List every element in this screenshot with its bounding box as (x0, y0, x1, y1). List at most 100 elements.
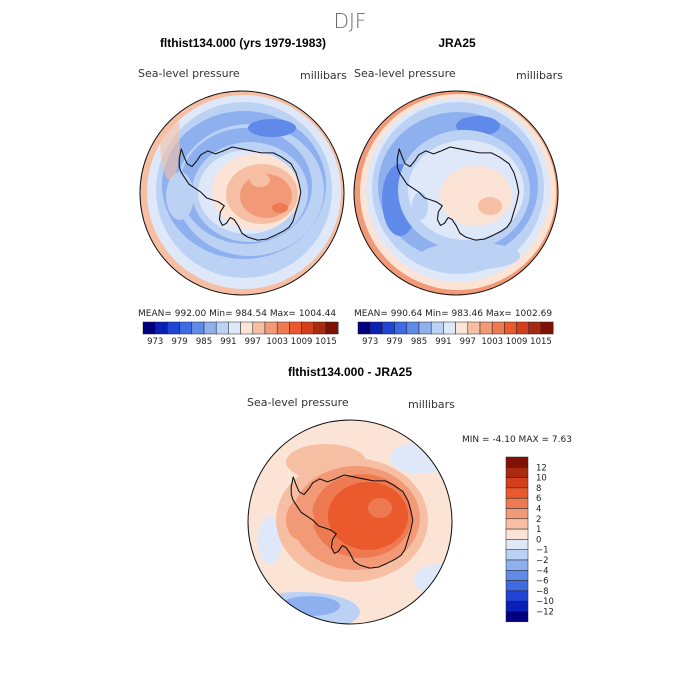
colorbar-difference-tick-label: −1 (536, 546, 549, 556)
colorbar-difference-tick-label: 10 (536, 474, 547, 484)
map-flthist-title: flthist134.000 (yrs 1979-1983) (160, 36, 326, 50)
colorbar-difference-tick-label: 0 (536, 535, 541, 545)
map-jra25-title: JRA25 (438, 36, 476, 50)
colorbar-difference-tick-label: −10 (536, 597, 554, 607)
colorbar-jra25-tick-label: 1003 (481, 337, 503, 347)
map-flthist: flthist134.000 (yrs 1979-1983) Sea-level… (138, 36, 347, 347)
colorbar-flthist-swatch (142, 321, 156, 335)
colorbar-difference-swatch (505, 590, 529, 602)
colorbar-flthist-swatch (289, 321, 302, 335)
colorbar-jra25-tick-label: 985 (411, 337, 427, 347)
colorbar-jra25-swatch (479, 321, 493, 335)
map-jra25-field (354, 91, 558, 295)
colorbar-jra25-swatch (418, 321, 432, 335)
colorbar-flthist-swatch (313, 321, 327, 335)
colorbar-flthist-swatch (276, 321, 290, 335)
colorbar-jra25-swatch (443, 321, 456, 335)
colorbar-difference-swatch (505, 528, 529, 540)
map-flthist-units: millibars (300, 69, 347, 82)
colorbar-flthist-swatch (240, 321, 254, 335)
map-difference-title: flthist134.000 - JRA25 (288, 365, 412, 379)
colorbar-difference-swatch (505, 611, 529, 623)
colorbar-difference-swatch (505, 600, 529, 612)
colorbar-flthist: 973 979 985 991 997 1003 1009 1015 (142, 321, 339, 347)
colorbar-flthist-tick-label: 985 (196, 337, 212, 347)
colorbar-difference-tick-label: 8 (536, 484, 541, 494)
colorbar-difference-swatch (505, 477, 529, 489)
colorbar-jra25-swatch (516, 321, 530, 335)
colorbar-flthist-tick-label: 997 (245, 337, 261, 347)
colorbar-jra25-tick-label: 1015 (530, 337, 552, 347)
colorbar-difference-tick-label: 2 (536, 515, 541, 525)
colorbar-flthist-swatch (179, 321, 193, 335)
colorbar-flthist-swatch (264, 321, 278, 335)
colorbar-flthist-swatch (191, 321, 205, 335)
colorbar-jra25-swatch (369, 321, 383, 335)
colorbar-flthist-swatch (301, 321, 315, 335)
colorbar-flthist-swatch (203, 321, 217, 335)
colorbar-difference-swatch (505, 497, 529, 509)
colorbar-flthist-swatch (154, 321, 168, 335)
colorbar-difference-swatch (505, 487, 529, 499)
colorbar-jra25-swatch (528, 321, 542, 335)
colorbar-flthist-tick-label: 1009 (291, 337, 313, 347)
colorbar-difference-tick-label: −4 (536, 566, 549, 576)
colorbar-flthist-swatch (167, 321, 180, 335)
colorbar-difference-tick-label: −2 (536, 556, 549, 566)
colorbar-jra25-swatch (382, 321, 395, 335)
colorbar-flthist-tick-label: 973 (147, 337, 163, 347)
colorbar-difference-swatch (505, 580, 529, 592)
map-difference-border (247, 419, 453, 625)
map-jra25: JRA25 Sea-level pressure millibars MEAN=… (353, 36, 563, 347)
colorbar-flthist-swatch (252, 321, 266, 335)
colorbar-difference-swatch (505, 456, 529, 468)
map-jra25-border (353, 90, 559, 296)
map-difference-units: millibars (408, 398, 455, 411)
colorbar-jra25: 973 979 985 991 997 1003 1009 1015 (357, 321, 554, 347)
colorbar-flthist-tick-label: 1015 (315, 337, 337, 347)
colorbar-flthist-tick-label: 979 (171, 337, 187, 347)
colorbar-jra25-tick-label: 997 (460, 337, 476, 347)
map-difference-stats: MIN = -4.10 MAX = 7.63 (462, 435, 572, 445)
colorbar-jra25-tick-label: 979 (386, 337, 402, 347)
colorbar-flthist-swatch (215, 321, 229, 335)
colorbar-jra25-swatch (504, 321, 517, 335)
season-title: DJF (334, 9, 367, 33)
map-jra25-units: millibars (516, 69, 563, 82)
map-flthist-variable: Sea-level pressure (138, 67, 240, 80)
colorbar-difference-tick-label: −12 (536, 608, 554, 618)
colorbar-jra25-swatch (540, 321, 554, 335)
map-flthist-stats: MEAN= 992.00 Min= 984.54 Max= 1004.44 (138, 309, 336, 319)
colorbar-jra25-swatch (430, 321, 444, 335)
colorbar-difference-swatch (505, 467, 529, 478)
colorbar-difference-swatch (505, 559, 529, 571)
colorbar-flthist-swatch (228, 321, 241, 335)
colorbar-difference-swatch (505, 539, 529, 550)
colorbar-jra25-swatch (467, 321, 481, 335)
map-jra25-stats: MEAN= 990.64 Min= 983.46 Max= 1002.69 (354, 309, 552, 319)
colorbar-jra25-tick-label: 1009 (506, 337, 528, 347)
map-jra25-variable: Sea-level pressure (354, 67, 456, 80)
colorbar-difference-tick-label: 6 (536, 494, 541, 504)
colorbar-difference-swatch (505, 508, 529, 520)
colorbar-flthist-swatch (325, 321, 339, 335)
colorbar-jra25-swatch (491, 321, 505, 335)
map-flthist-field (140, 91, 344, 295)
colorbar-difference-tick-label: −6 (536, 577, 549, 587)
colorbar-flthist-tick-label: 991 (220, 337, 236, 347)
colorbar-difference-tick-label: 4 (536, 505, 541, 515)
colorbar-difference-tick-label: 1 (536, 525, 541, 535)
colorbar-flthist-tick-label: 1003 (266, 337, 288, 347)
colorbar-jra25-swatch (406, 321, 420, 335)
colorbar-difference-swatch (505, 518, 529, 530)
colorbar-difference-tick-label: −8 (536, 587, 549, 597)
colorbar-jra25-tick-label: 973 (362, 337, 378, 347)
colorbar-jra25-tick-label: 991 (435, 337, 451, 347)
map-difference-field (248, 420, 452, 624)
colorbar-jra25-swatch (455, 321, 469, 335)
map-difference-variable: Sea-level pressure (247, 396, 349, 409)
map-difference: flthist134.000 - JRA25 Sea-level pressur… (247, 365, 572, 625)
colorbar-jra25-swatch (394, 321, 408, 335)
